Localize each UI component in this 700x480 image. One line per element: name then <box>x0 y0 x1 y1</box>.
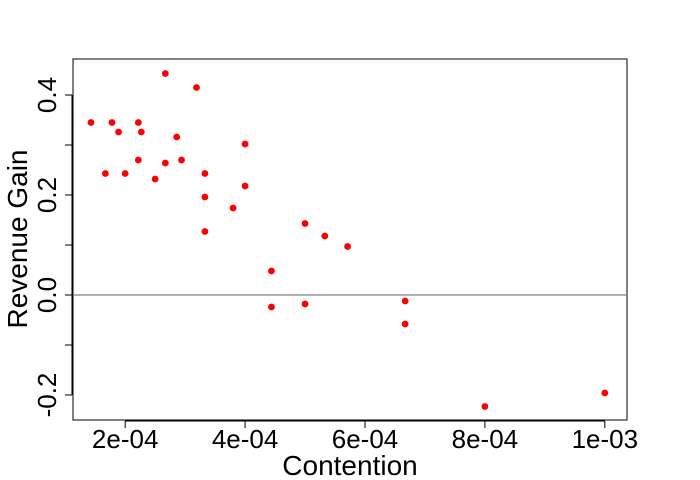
data-point-23 <box>301 220 309 227</box>
data-point-28 <box>401 320 409 328</box>
y-axis: -0.2 0.0 0.2 0.4 <box>32 77 73 418</box>
x-tick-label-5: 1e-03 <box>572 424 639 454</box>
data-point-19 <box>241 140 249 148</box>
data-point-21 <box>268 267 275 275</box>
x-tick-label-2: 4e-04 <box>212 424 279 454</box>
data-point-13 <box>178 156 185 164</box>
data-point-26 <box>344 243 352 250</box>
data-point-15 <box>201 170 209 177</box>
y-tick-label-7: 0.4 <box>32 77 62 113</box>
data-point-18 <box>229 204 237 212</box>
data-point-6 <box>134 119 142 126</box>
data-point-22 <box>268 303 275 311</box>
y-tick-label-5: 0.2 <box>32 177 62 213</box>
x-tick-label-3: 6e-04 <box>332 424 399 454</box>
data-point-11 <box>161 159 169 167</box>
data-point-2 <box>101 170 109 177</box>
data-point-29 <box>481 403 489 410</box>
data-point-14 <box>193 84 200 91</box>
x-axis-label: Contention <box>282 450 417 480</box>
data-point-20 <box>241 182 249 190</box>
plot-frame <box>72 58 628 421</box>
data-point-3 <box>108 119 116 126</box>
data-point-5 <box>121 170 129 177</box>
x-tick-label-4: 8e-04 <box>452 424 519 454</box>
data-point-1 <box>87 119 95 126</box>
x-tick-label-1: 2e-04 <box>92 424 159 454</box>
y-axis-label: Revenue Gain <box>2 149 33 328</box>
data-point-17 <box>201 228 209 235</box>
data-point-16 <box>201 193 209 201</box>
data-point-4 <box>115 128 122 136</box>
data-point-9 <box>151 175 159 183</box>
data-point-27 <box>401 297 409 305</box>
y-tick-label-3: 0.0 <box>32 277 62 313</box>
data-point-8 <box>137 128 145 136</box>
data-point-24 <box>301 300 309 308</box>
data-point-30 <box>601 389 609 397</box>
data-point-7 <box>134 156 142 164</box>
x-axis: 2e-04 4e-04 6e-04 8e-04 1e-03 <box>92 420 639 454</box>
y-tick-label-1: -0.2 <box>32 373 62 418</box>
data-points <box>87 70 609 410</box>
data-point-25 <box>321 232 329 240</box>
data-point-12 <box>173 133 181 141</box>
data-point-10 <box>161 70 169 77</box>
